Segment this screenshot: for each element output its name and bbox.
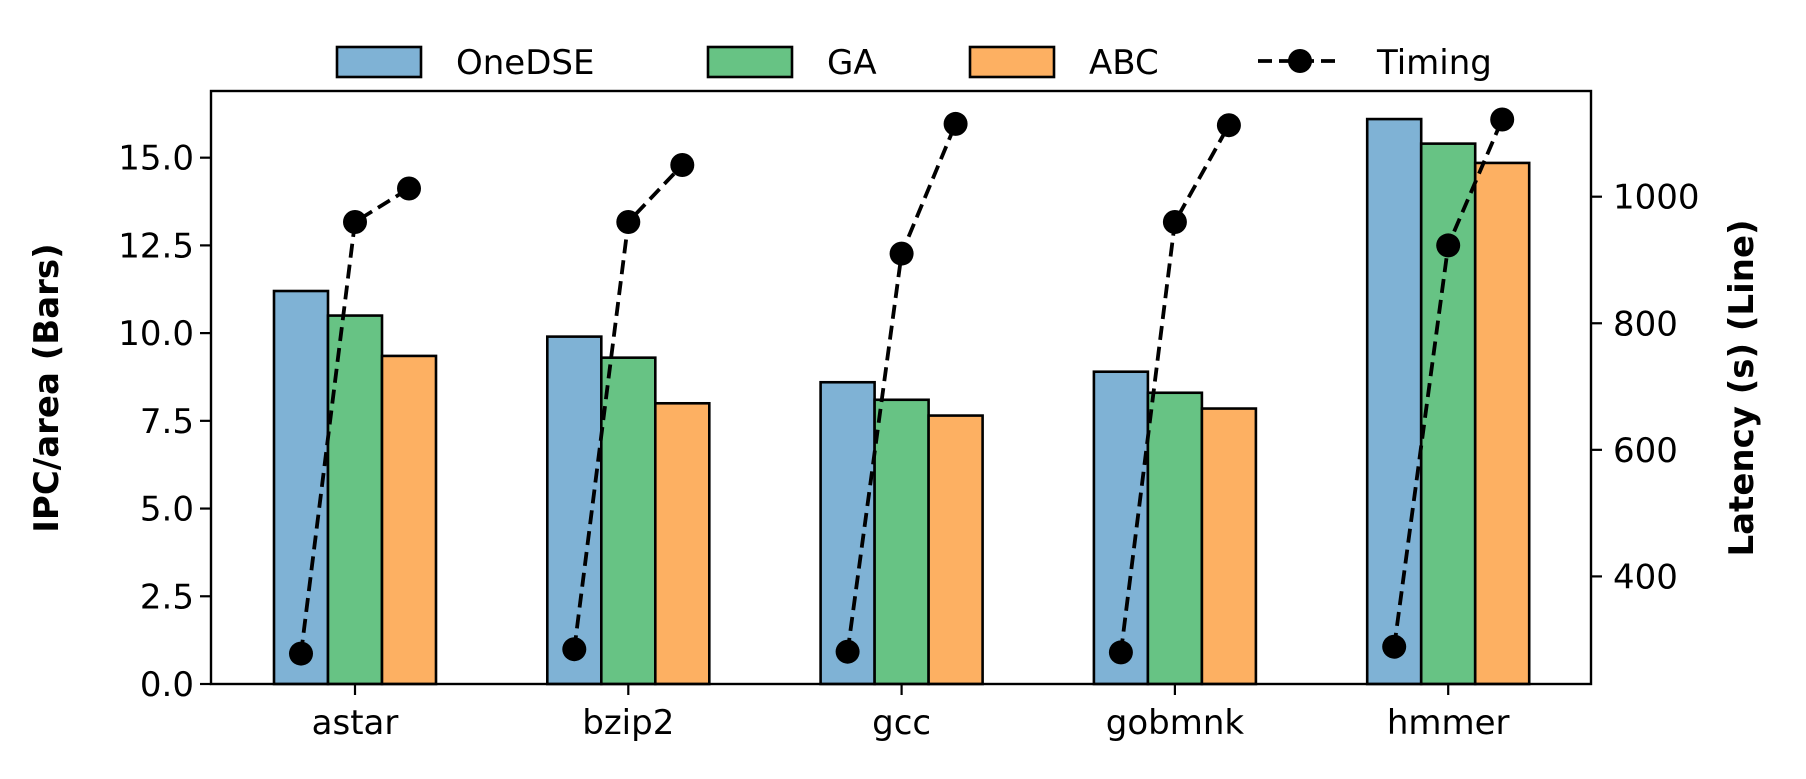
timing-point-gobmnk-2 [1162, 210, 1187, 234]
timing-line-group [289, 107, 1515, 666]
bar-onedse-bzip2 [545, 335, 603, 686]
timing-point-hmmer-2 [1436, 233, 1461, 258]
bar-ga-gcc [873, 398, 930, 686]
timing-point-gcc-1 [835, 639, 860, 664]
x-axis: astar bzip2 gcc gobmnk hmmer [312, 684, 1510, 743]
y-tick-label-0.0: 0.0 [140, 665, 194, 705]
bar-onedse-gcc [819, 380, 876, 686]
bar-abc-bzip2 [653, 401, 711, 686]
legend-swatch-ga [706, 45, 794, 79]
bar-abc-gcc [927, 414, 984, 686]
timing-point-gobmnk-3 [1216, 113, 1241, 138]
bar-group [272, 117, 1531, 686]
y-axis-title: IPC/area (Bars) [27, 243, 67, 532]
right-axis: 400 600 800 1000 [1591, 178, 1700, 597]
y2-tick-label-400: 400 [1613, 557, 1678, 597]
legend-label-abc: ABC [1089, 43, 1159, 83]
legend-marker-timing [1288, 49, 1312, 73]
y-tick-label-5.0: 5.0 [140, 490, 194, 530]
bar-abc-hmmer [1473, 161, 1531, 686]
left-axis: 0.0 2.5 5.0 7.5 10.0 12.5 15.0 [118, 139, 211, 705]
timing-point-hmmer-3 [1490, 107, 1515, 132]
bar-ga-hmmer [1419, 142, 1477, 686]
y-tick-label-12.5: 12.5 [118, 226, 194, 266]
timing-point-astar-2 [343, 210, 367, 234]
legend: OneDSE GA ABC Timing [335, 43, 1492, 83]
bar-ga-bzip2 [599, 356, 657, 686]
timing-point-gobmnk-1 [1108, 640, 1133, 665]
legend-swatch-onedse [335, 45, 423, 79]
bar-abc-gobmnk [1200, 407, 1258, 686]
x-tick-label-hmmer: hmmer [1387, 703, 1510, 743]
timing-point-gcc-2 [889, 241, 914, 266]
x-tick-label-astar: astar [312, 703, 399, 743]
timing-point-astar-1 [289, 641, 313, 666]
legend-label-onedse: OneDSE [456, 43, 594, 83]
legend-swatch-abc [968, 45, 1056, 79]
y2-axis-title: Latency (s) (Line) [1722, 219, 1762, 556]
timing-point-hmmer-1 [1382, 634, 1407, 659]
timing-point-bzip2-2 [616, 210, 641, 234]
bar-abc-astar [380, 354, 438, 686]
y-tick-label-2.5: 2.5 [140, 577, 194, 617]
x-tick-label-bzip2: bzip2 [582, 703, 674, 743]
y-tick-label-15.0: 15.0 [118, 139, 194, 179]
bar-onedse-gobmnk [1092, 370, 1150, 686]
x-tick-label-gcc: gcc [872, 703, 931, 743]
y2-tick-label-800: 800 [1613, 304, 1678, 344]
y2-tick-label-1000: 1000 [1613, 178, 1700, 218]
y-tick-label-7.5: 7.5 [140, 402, 194, 442]
timing-point-bzip2-1 [562, 637, 587, 662]
legend-label-timing: Timing [1376, 43, 1492, 83]
y2-tick-label-600: 600 [1613, 431, 1678, 471]
bar-onedse-astar [272, 289, 330, 686]
bar-ga-gobmnk [1146, 391, 1204, 686]
y-tick-label-10.0: 10.0 [118, 314, 194, 354]
x-tick-label-gobmnk: gobmnk [1106, 703, 1245, 743]
legend-label-ga: GA [827, 43, 877, 83]
bar-onedse-hmmer [1365, 117, 1423, 686]
timing-point-bzip2-3 [670, 153, 695, 177]
timing-point-astar-3 [397, 176, 421, 201]
timing-point-gcc-3 [943, 111, 968, 136]
